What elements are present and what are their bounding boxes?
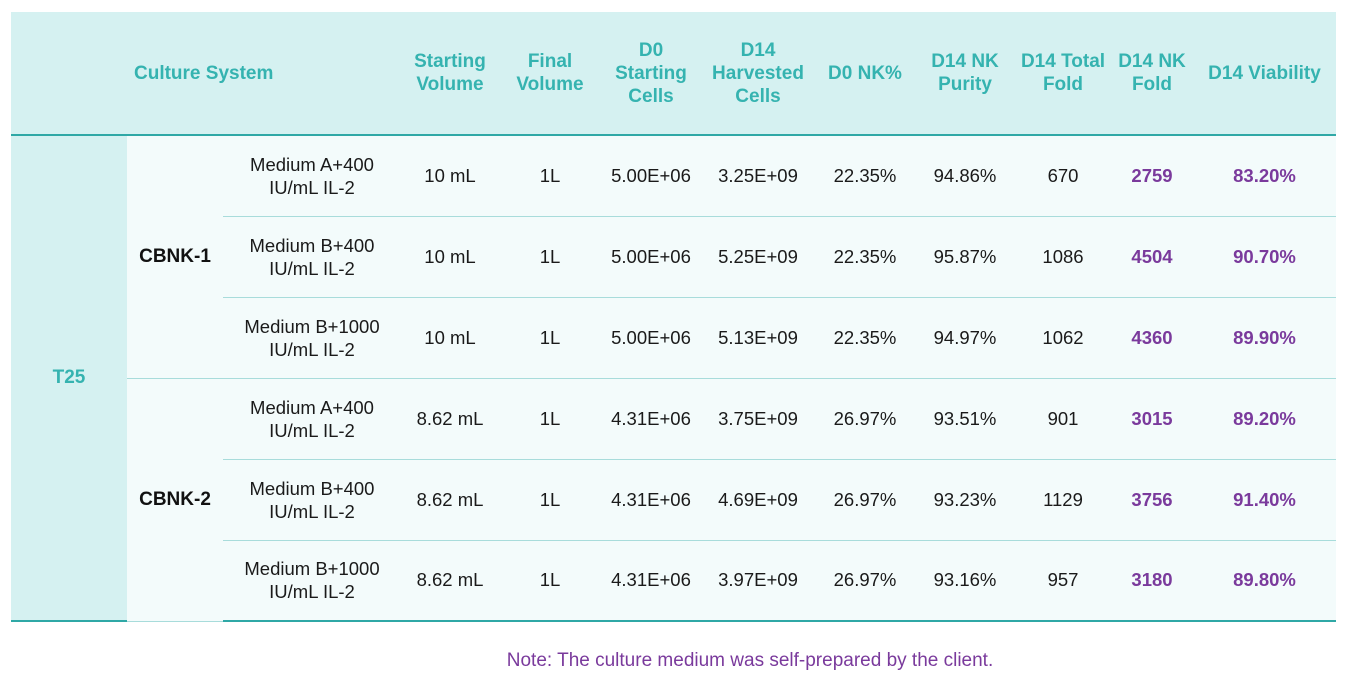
column-header: D14 Total Fold: [1015, 12, 1111, 136]
viability-cell: 89.90%: [1193, 297, 1336, 379]
viability-cell: 83.20%: [1193, 135, 1336, 217]
d0-cells-cell: 4.31E+06: [601, 540, 701, 622]
medium-cell: Medium B+400 IU/mL IL-2: [223, 459, 401, 541]
table-body: T25 CBNK-1 Medium A+400 IU/mL IL-2 10 mL 1L 5…: [11, 135, 1336, 622]
start-vol-cell: 8.62 mL: [401, 459, 499, 541]
final-vol-cell: 1L: [499, 378, 601, 460]
footnote: Note: The culture medium was self-prepar…: [506, 650, 994, 671]
start-vol-cell: 8.62 mL: [401, 540, 499, 622]
d14-cells-cell: 3.25E+09: [701, 135, 815, 217]
nk-fold-cell: 4360: [1111, 297, 1193, 379]
final-vol-cell: 1L: [499, 459, 601, 541]
table-row: CBNK-2 Medium A+400 IU/mL IL-2 8.62 mL 1L 4.…: [11, 378, 1336, 622]
total-fold-cell: 670: [1015, 135, 1111, 217]
d14-purity-cell: 93.51%: [915, 378, 1015, 460]
nk-fold-cell: 3015: [1111, 378, 1193, 460]
d0-cells-cell: 4.31E+06: [601, 459, 701, 541]
d0-cells-cell: 5.00E+06: [601, 297, 701, 379]
d14-purity-cell: 95.87%: [915, 216, 1015, 298]
total-fold-cell: 1129: [1015, 459, 1111, 541]
d0-nk-cell: 22.35%: [815, 135, 915, 217]
results-table-container: Culture System Starting Volume Final Volum…: [11, 12, 1336, 622]
column-header: [11, 12, 127, 136]
header-row: Culture System Starting Volume Final Volum…: [11, 12, 1336, 136]
d0-cells-cell: 5.00E+06: [601, 216, 701, 298]
nk-fold-cell: 3180: [1111, 540, 1193, 622]
column-header: D14 Harvested Cells: [701, 12, 815, 136]
medium-cell: Medium B+1000 IU/mL IL-2: [223, 297, 401, 379]
table-row: Medium B+1000 IU/mL IL-2 10 mL 1L 5.00E+06 5…: [11, 297, 1336, 379]
sample-group-label: CBNK-1: [127, 135, 223, 379]
d14-cells-cell: 3.75E+09: [701, 378, 815, 460]
column-header: Starting Volume: [401, 12, 499, 136]
final-vol-cell: 1L: [499, 135, 601, 217]
final-vol-cell: 1L: [499, 297, 601, 379]
d14-purity-cell: 93.23%: [915, 459, 1015, 541]
column-header: D14 NK Fold: [1111, 12, 1193, 136]
medium-cell: Medium B+400 IU/mL IL-2: [223, 216, 401, 298]
total-fold-cell: 957: [1015, 540, 1111, 622]
nk-fold-cell: 4504: [1111, 216, 1193, 298]
start-vol-cell: 10 mL: [401, 297, 499, 379]
d14-cells-cell: 3.97E+09: [701, 540, 815, 622]
table-row: Medium B+400 IU/mL IL-2 10 mL 1L 5.00E+06 5.…: [11, 216, 1336, 298]
table-row: Medium B+400 IU/mL IL-2 8.62 mL 1L 4.31E+06…: [11, 459, 1336, 541]
d0-cells-cell: 5.00E+06: [601, 135, 701, 217]
viability-cell: 90.70%: [1193, 216, 1336, 298]
viability-cell: 91.40%: [1193, 459, 1336, 541]
final-vol-cell: 1L: [499, 540, 601, 622]
d14-purity-cell: 94.86%: [915, 135, 1015, 217]
vessel-label: T25: [11, 135, 127, 622]
start-vol-cell: 10 mL: [401, 216, 499, 298]
medium-cell: Medium A+400 IU/mL IL-2: [223, 378, 401, 460]
viability-cell: 89.20%: [1193, 378, 1336, 460]
results-table: Culture System Starting Volume Final Volum…: [11, 12, 1336, 622]
d14-cells-cell: 5.13E+09: [701, 297, 815, 379]
d14-purity-cell: 93.16%: [915, 540, 1015, 622]
column-header: D0 Starting Cells: [601, 12, 701, 136]
column-header: Final Volume: [499, 12, 601, 136]
d0-nk-cell: 22.35%: [815, 297, 915, 379]
nk-fold-cell: 2759: [1111, 135, 1193, 217]
total-fold-cell: 1062: [1015, 297, 1111, 379]
final-vol-cell: 1L: [499, 216, 601, 298]
sample-group-label: CBNK-2: [127, 378, 223, 622]
d0-nk-cell: 26.97%: [815, 540, 915, 622]
total-fold-cell: 1086: [1015, 216, 1111, 298]
d14-cells-cell: 4.69E+09: [701, 459, 815, 541]
medium-cell: Medium A+400 IU/mL IL-2: [223, 135, 401, 217]
medium-cell: Medium B+1000 IU/mL IL-2: [223, 540, 401, 622]
total-fold-cell: 901: [1015, 378, 1111, 460]
column-header: Culture System: [127, 12, 401, 136]
table-row: Medium B+1000 IU/mL IL-2 8.62 mL 1L 4.31E+0…: [11, 540, 1336, 622]
d0-nk-cell: 26.97%: [815, 459, 915, 541]
d0-nk-cell: 26.97%: [815, 378, 915, 460]
d14-cells-cell: 5.25E+09: [701, 216, 815, 298]
viability-cell: 89.80%: [1193, 540, 1336, 622]
d0-cells-cell: 4.31E+06: [601, 378, 701, 460]
d14-purity-cell: 94.97%: [915, 297, 1015, 379]
d0-nk-cell: 22.35%: [815, 216, 915, 298]
nk-fold-cell: 3756: [1111, 459, 1193, 541]
column-header: D0 NK%: [815, 12, 915, 136]
column-header: D14 NK Purity: [915, 12, 1015, 136]
column-header: D14 Viability: [1193, 12, 1336, 136]
start-vol-cell: 10 mL: [401, 135, 499, 217]
start-vol-cell: 8.62 mL: [401, 378, 499, 460]
table-row: T25 CBNK-1 Medium A+400 IU/mL IL-2 10 mL 1L 5…: [11, 135, 1336, 622]
